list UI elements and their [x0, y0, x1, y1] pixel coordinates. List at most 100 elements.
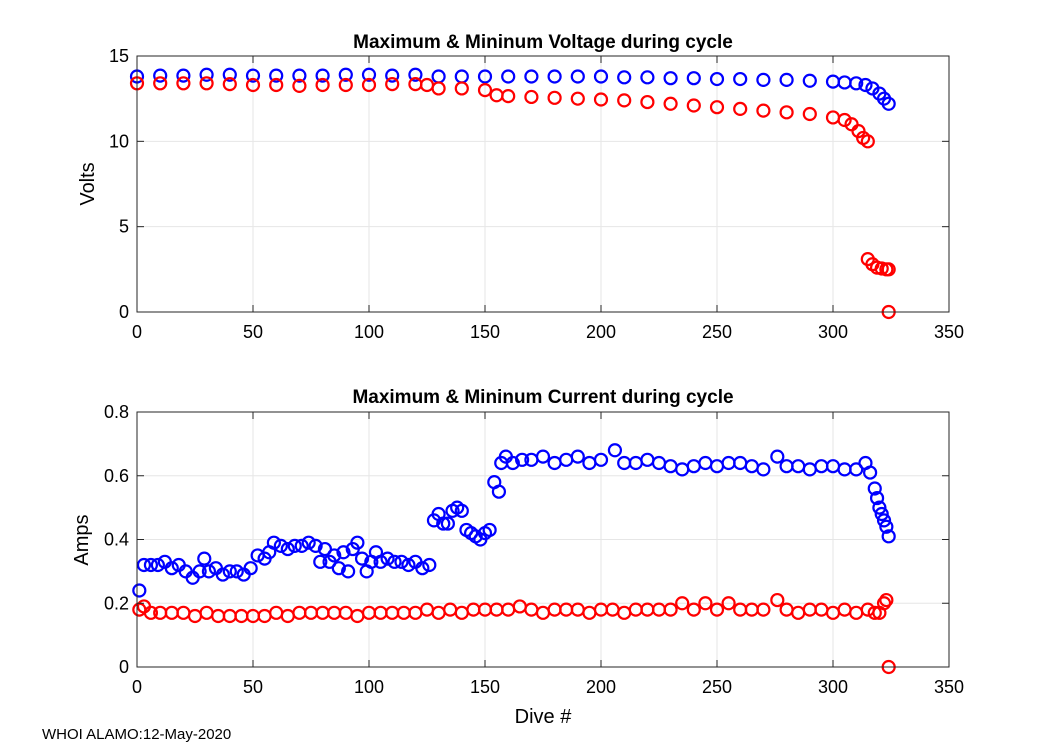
current-y-tick-label: 0.4 [104, 530, 129, 550]
voltage-data-point [524, 69, 539, 84]
voltage-data-point [617, 93, 632, 108]
voltage-data-point [547, 90, 562, 105]
current-x-tick-label: 150 [470, 677, 500, 697]
current-x-tick-label: 100 [354, 677, 384, 697]
current-data-point [874, 506, 889, 522]
voltage-data-point [477, 83, 493, 98]
current-y-tick-label: 0.2 [104, 593, 129, 613]
voltage-y-tick-label: 15 [109, 46, 129, 66]
current-x-tick-label: 0 [132, 677, 142, 697]
current-data-point [197, 551, 212, 566]
voltage-data-point [292, 78, 307, 93]
current-data-point [709, 602, 725, 617]
current-data-point [607, 443, 623, 458]
current-data-point [229, 564, 244, 579]
voltage-data-point [802, 106, 817, 122]
current-data-point [454, 503, 469, 518]
current-data-point [313, 554, 328, 569]
current-data-point [215, 567, 230, 582]
current-y-axis-label: Amps [71, 514, 93, 565]
current-data-point [879, 519, 894, 534]
voltage-x-tick-label: 0 [132, 322, 142, 342]
current-y-tick-label: 0.6 [104, 466, 129, 486]
voltage-data-point [385, 77, 400, 92]
current-data-point [336, 545, 351, 560]
current-data-point [440, 516, 455, 531]
current-data-point [354, 551, 370, 566]
current-data-point [663, 602, 678, 617]
current-data-point [867, 605, 882, 620]
current-data-point [401, 557, 416, 573]
current-data-point [136, 557, 152, 573]
current-data-point [350, 535, 365, 550]
current-data-point [150, 557, 165, 573]
voltage-data-point [199, 67, 214, 82]
voltage-x-tick-label: 200 [586, 322, 616, 342]
current-data-point [515, 452, 530, 467]
current-x-tick-label: 200 [586, 677, 616, 697]
current-x-tick-label: 300 [818, 677, 848, 697]
voltage-chart-title: Maximum & Mininum Voltage during cycle [353, 32, 733, 53]
current-chart-panel: 0 50 100 150 200 250 300 350 0 0.2 0.4 0.6 0.8 Maxim… [71, 387, 964, 728]
voltage-data-point [858, 77, 873, 93]
current-data-point [294, 538, 309, 553]
voltage-data-point [709, 71, 725, 87]
voltage-data-point [315, 68, 330, 83]
voltage-y-tick-label: 0 [119, 302, 129, 322]
voltage-y-tick-label: 5 [119, 217, 129, 237]
voltage-data-point [361, 67, 377, 82]
current-y-tick-label: 0.8 [104, 402, 129, 422]
voltage-data-point [881, 262, 896, 277]
current-data-point [341, 564, 356, 579]
voltage-data-point [222, 77, 237, 92]
voltage-x-tick-label: 100 [354, 322, 384, 342]
voltage-x-tick-label: 250 [702, 322, 732, 342]
current-x-tick-label: 350 [934, 677, 964, 697]
current-data-point [570, 449, 585, 464]
voltage-data-point [315, 77, 330, 93]
voltage-series-max [129, 67, 896, 111]
voltage-data-point [269, 77, 284, 93]
current-data-point [317, 541, 333, 557]
voltage-axes-box [136, 55, 950, 313]
voltage-data-point [593, 92, 609, 107]
current-data-point [698, 596, 713, 611]
voltage-data-point [176, 76, 191, 91]
current-data-point [849, 462, 864, 477]
voltage-data-point [593, 69, 609, 84]
voltage-y-tick-label: 10 [109, 131, 129, 151]
voltage-data-point [153, 68, 168, 83]
current-data-point [721, 596, 736, 611]
current-data-point [593, 452, 609, 467]
voltage-data-point [686, 98, 701, 113]
voltage-data-point [640, 70, 655, 85]
voltage-data-point [547, 69, 562, 84]
current-x-tick-label: 250 [702, 677, 732, 697]
current-data-point [876, 596, 892, 611]
voltage-data-point [292, 68, 307, 83]
voltage-chart-panel: 0 50 100 150 200 250 300 350 0 5 10 15 Maximum & Mi… [77, 32, 964, 342]
current-data-point [770, 449, 785, 464]
voltage-plot-area [137, 56, 949, 312]
voltage-data-point [860, 134, 875, 149]
voltage-data-point [617, 70, 632, 85]
current-data-point [243, 561, 258, 576]
current-y-tick-label: 0 [119, 657, 129, 677]
voltage-data-point [779, 105, 794, 120]
voltage-data-point [338, 77, 353, 93]
voltage-data-point [245, 68, 261, 83]
current-data-point [881, 529, 896, 544]
current-data-point [331, 561, 346, 576]
current-data-point [164, 561, 179, 576]
voltage-data-point [501, 69, 516, 84]
voltage-data-point [849, 76, 864, 91]
voltage-x-tick-label: 350 [934, 322, 964, 342]
current-data-point [415, 561, 430, 576]
voltage-data-point [385, 68, 400, 83]
voltage-data-point [837, 112, 852, 128]
voltage-ticks: 0 50 100 150 200 250 300 350 0 5 10 15 [109, 46, 964, 342]
footer-credit: WHOI ALAMO:12-May-2020 [42, 726, 232, 743]
voltage-data-point [756, 72, 771, 87]
current-chart-title: Maximum & Mininum Current during cycle [352, 387, 733, 408]
current-data-point [273, 538, 288, 553]
